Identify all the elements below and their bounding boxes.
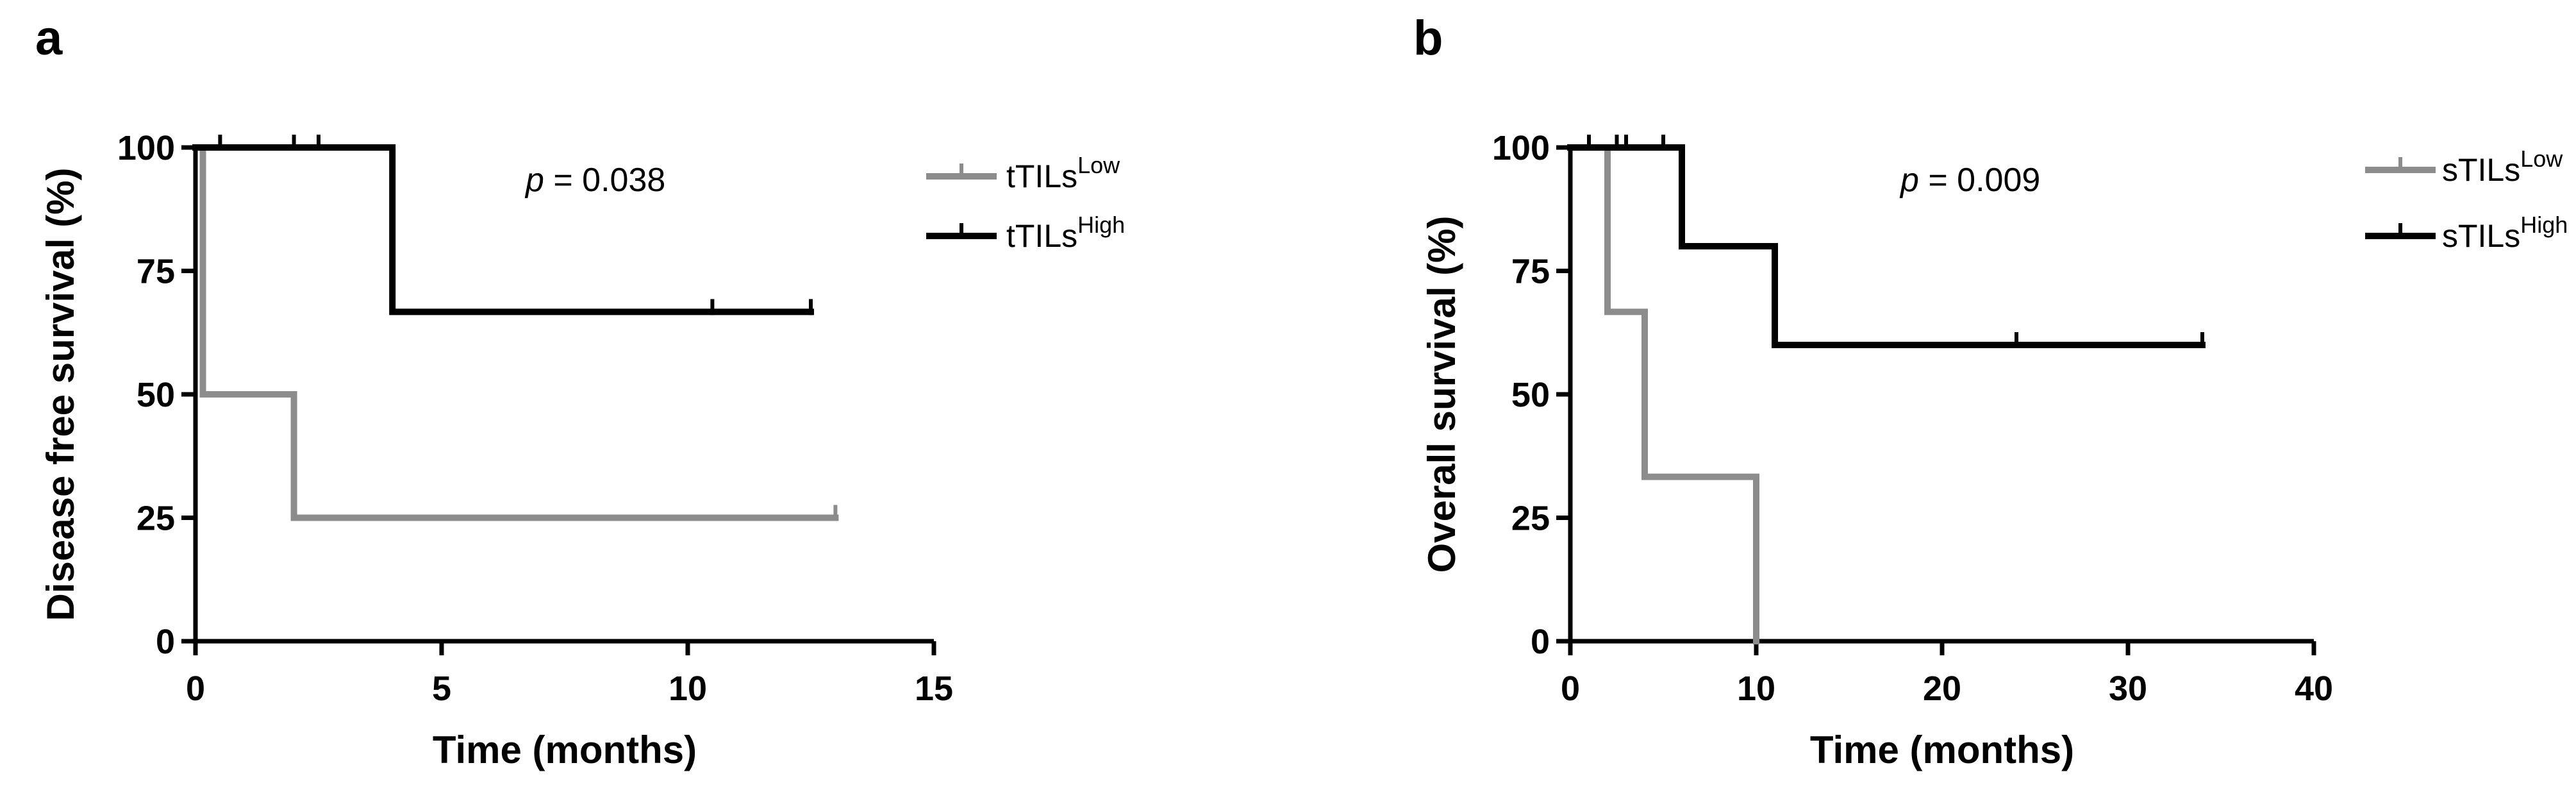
x-tick-label: 30 xyxy=(2109,669,2147,708)
x-tick-label: 40 xyxy=(2295,669,2333,708)
y-tick-label: 0 xyxy=(1531,623,1550,661)
x-tick-label: 0 xyxy=(186,669,205,708)
y-tick-label: 25 xyxy=(137,500,175,538)
y-tick-label: 100 xyxy=(1492,129,1550,167)
legend-label: tTILsLow xyxy=(1006,152,1120,194)
x-tick-label: 5 xyxy=(432,669,451,708)
chart-panel-a: a 0 25 50 75 100 0 5 10 15 Time (months) Disease fr… xyxy=(35,11,1125,771)
y-tick-label: 75 xyxy=(137,253,175,291)
p-value-annotation: p = 0.038 xyxy=(524,162,665,199)
x-tick-label: 10 xyxy=(1737,669,1775,708)
y-tick-label: 50 xyxy=(137,376,175,414)
y-tick-label: 0 xyxy=(156,623,175,661)
legend-label: sTILsLow xyxy=(2442,146,2563,188)
legend-label: sTILsHigh xyxy=(2442,212,2568,254)
legend-label: tTILsHigh xyxy=(1006,212,1125,254)
survival-curve-low xyxy=(1567,144,1759,644)
x-tick-label: 15 xyxy=(915,669,953,708)
y-tick-label: 75 xyxy=(1511,253,1550,291)
y-tick-label: 100 xyxy=(117,129,175,167)
x-tick-label: 10 xyxy=(669,669,707,708)
survival-curve-high xyxy=(192,144,814,315)
x-tick-label: 20 xyxy=(1923,669,1961,708)
x-axis-title: Time (months) xyxy=(433,728,697,771)
survival-curve-low xyxy=(192,144,839,521)
panel-label: a xyxy=(35,11,63,65)
x-tick-label: 0 xyxy=(1561,669,1580,708)
y-tick-label: 25 xyxy=(1511,500,1550,538)
x-axis-title: Time (months) xyxy=(1810,728,2074,771)
survival-curve-high xyxy=(1567,144,2206,348)
chart-panel-b: b 0 25 50 75 100 0 10 20 30 40 Time (months) Overall… xyxy=(1413,11,2568,771)
y-axis-title: Overall survival (%) xyxy=(1420,216,1463,573)
panel-label: b xyxy=(1413,11,1443,65)
y-tick-label: 50 xyxy=(1511,376,1550,414)
p-value-annotation: p = 0.009 xyxy=(1899,162,2040,199)
y-axis-title: Disease free survival (%) xyxy=(39,167,82,621)
